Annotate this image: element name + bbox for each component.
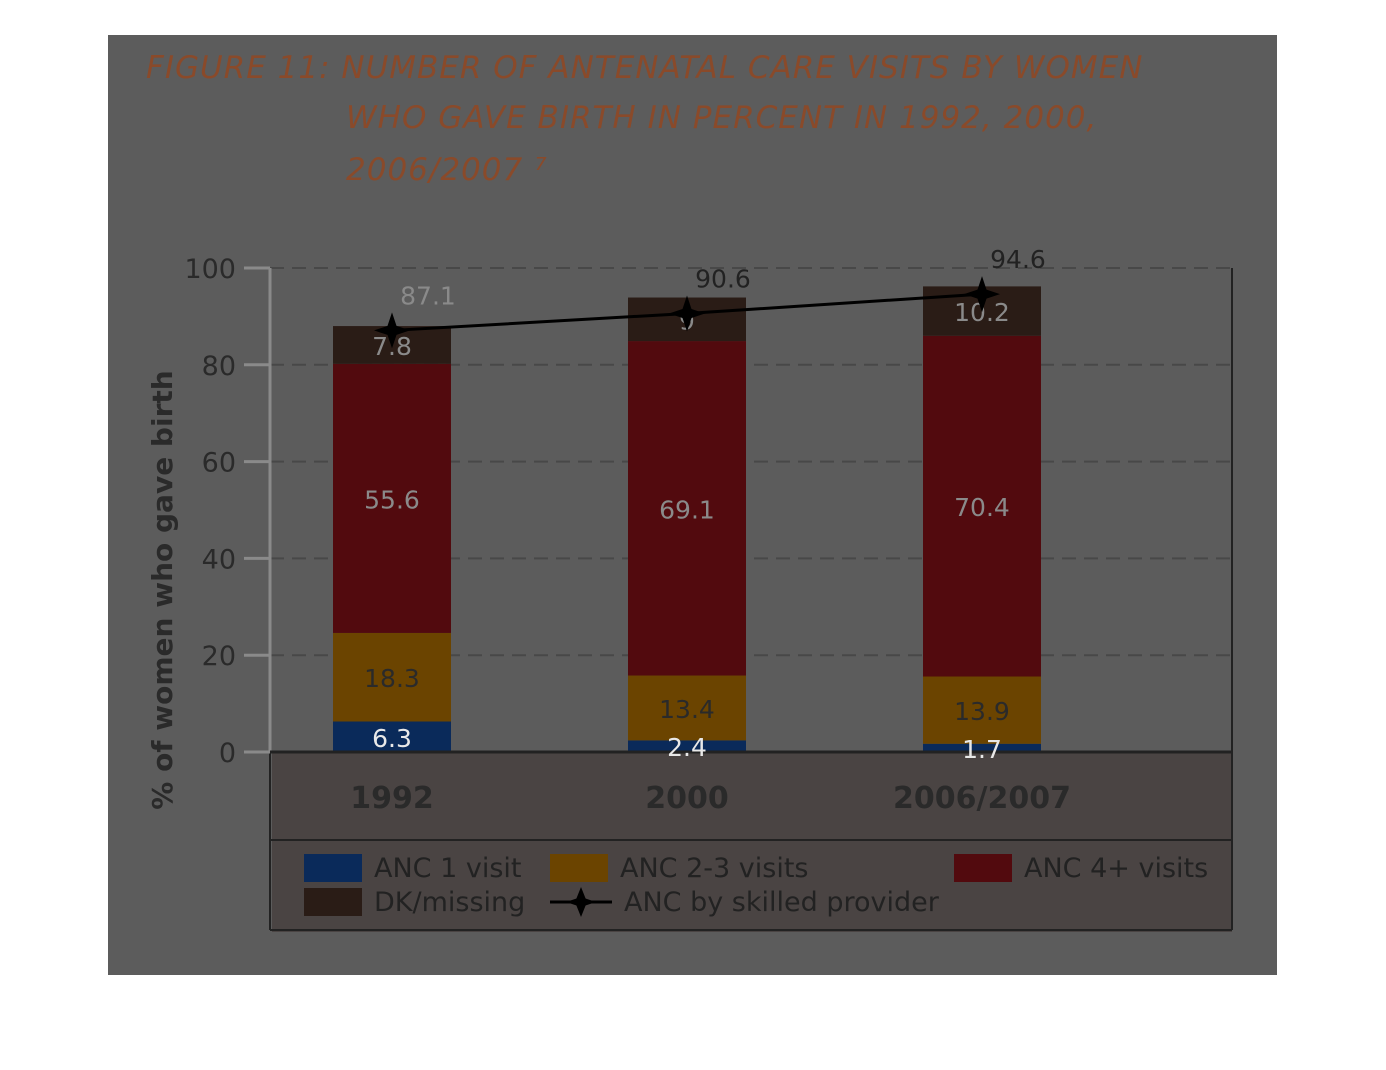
bars: [333, 286, 1041, 752]
data-label: 13.9: [954, 697, 1010, 726]
y-tick-label: 100: [184, 254, 236, 285]
data-label: 18.3: [364, 664, 420, 693]
bar-anc-1-visit-2000: [628, 740, 746, 752]
bar-anc-4-visits-1992: [333, 363, 451, 633]
legend-item-dk-missing: DK/missing: [304, 885, 525, 919]
line-value-label: 87.1: [400, 281, 456, 310]
skilled-provider-line: 87.1 90.6 94.6: [374, 245, 1046, 349]
data-label: 13.4: [659, 695, 715, 724]
category-label: 1992: [350, 781, 434, 816]
category-label: 2006/2007: [893, 781, 1071, 816]
diamond-marker-h: [964, 288, 1000, 301]
diamond-marker-h: [669, 307, 705, 320]
y-axis-label: % of women who gave birth: [146, 370, 179, 809]
legend-swatch-anc-4-visits: [954, 854, 1012, 882]
legend-item-anc-2-3-visits: ANC 2-3 visits: [550, 851, 809, 885]
data-label: 6.3: [372, 724, 412, 753]
legend-item-anc-4-visits: ANC 4+ visits: [954, 851, 1208, 885]
line-value-label: 90.6: [695, 264, 751, 293]
bar-anc-2-3-visits-1992: [333, 632, 451, 722]
category-label: 2000: [645, 781, 729, 816]
y-tick-label: 0: [219, 738, 236, 769]
bar-anc-1-visit-1992: [333, 721, 451, 752]
data-labels: 6.318.355.67.819922.413.469.1920001.713.…: [350, 298, 1071, 816]
figure-title-line-1: FIGURE 11: NUMBER OF ANTENATAL CARE VISI…: [146, 50, 1144, 86]
legend-label: DK/missing: [374, 886, 526, 918]
legend-swatch-anc-1-visit: [304, 854, 362, 882]
data-label: 2.4: [667, 733, 707, 762]
data-label: 55.6: [364, 485, 420, 514]
legend-label: ANC 4+ visits: [1024, 852, 1209, 884]
bar-anc-1-visit-2006-2007: [923, 743, 1041, 752]
legend-label: ANC by skilled provider: [624, 886, 939, 918]
legend-item-anc-1-visit: ANC 1 visit: [304, 851, 522, 885]
line-diamond-icon: [550, 887, 612, 917]
bar-anc-2-3-visits-2000: [628, 675, 746, 741]
bar-anc-4-visits-2006-2007: [923, 335, 1041, 677]
y-tick-label: 20: [202, 641, 236, 672]
legend-label: ANC 2-3 visits: [620, 852, 809, 884]
data-label: 69.1: [659, 495, 715, 524]
diamond-marker-h: [374, 324, 410, 337]
y-tick-label: 40: [202, 544, 236, 575]
legend-label: ANC 1 visit: [374, 852, 522, 884]
legend-swatch-dk-missing: [304, 888, 362, 916]
bar-anc-4-visits-2000: [628, 341, 746, 676]
data-label: 1.7: [962, 735, 1002, 764]
y-tick-label: 80: [202, 351, 236, 382]
line-value-label: 94.6: [990, 245, 1046, 274]
axes: 0 20 40 60 80 100: [184, 254, 1232, 769]
data-label: 70.4: [954, 493, 1010, 522]
y-tick-label: 60: [202, 448, 236, 479]
legend-item-anc-by-skilled-provider: ANC by skilled provider: [550, 885, 939, 919]
category-band: [272, 752, 1232, 932]
figure-title-line-3: 2006/2007 ⁷: [346, 152, 548, 188]
legend-swatch-anc-2-3-visits: [550, 854, 608, 882]
bar-anc-2-3-visits-2006-2007: [923, 676, 1041, 744]
figure-title-line-2: WHO GAVE BIRTH IN PERCENT IN 1992, 2000,: [346, 100, 1098, 136]
